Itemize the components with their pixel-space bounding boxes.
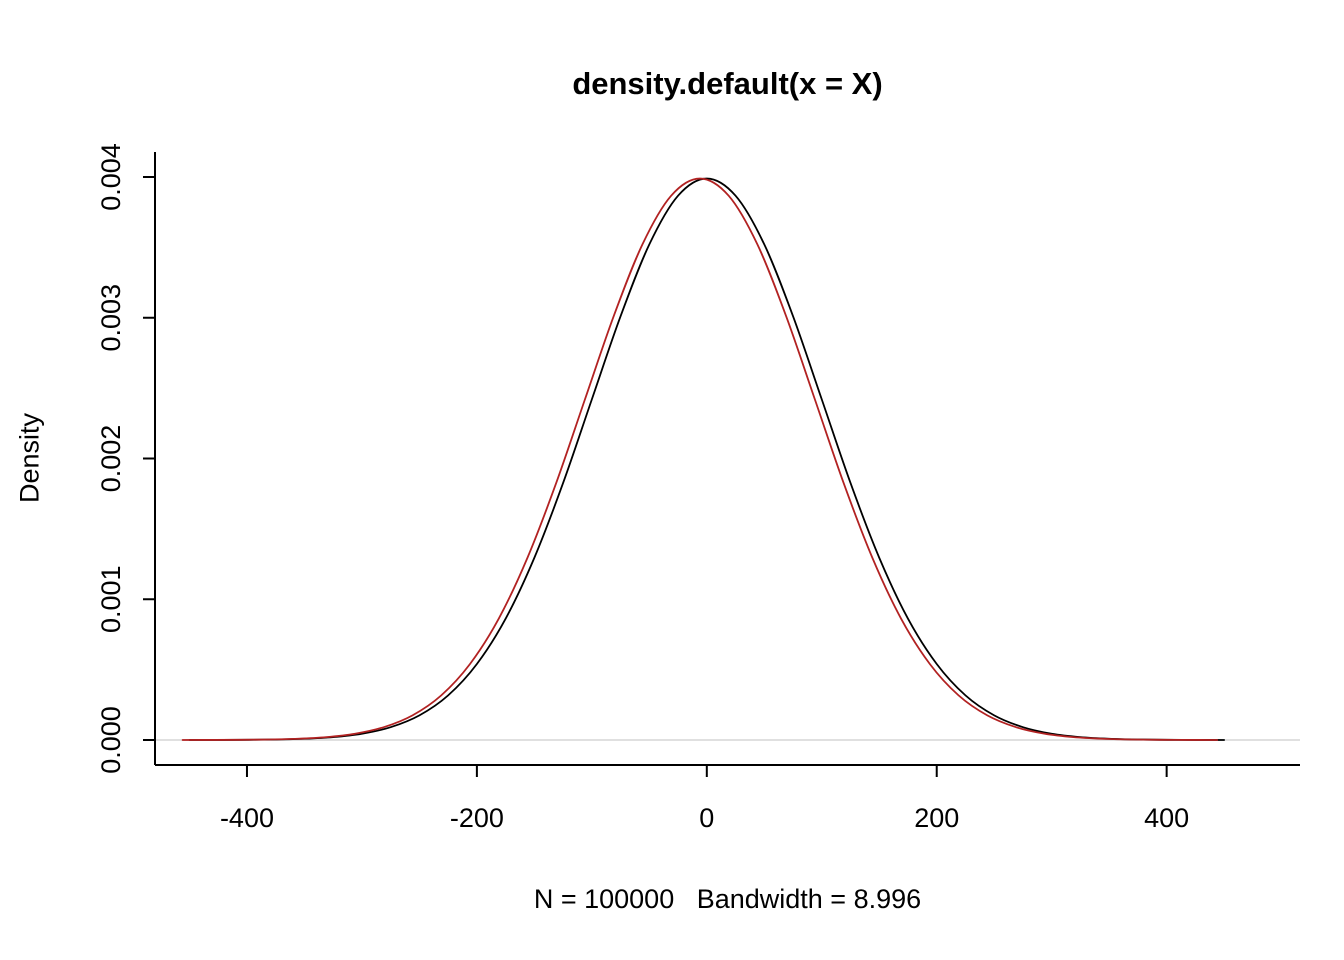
y-tick-label: 0.004 (96, 143, 126, 211)
density-red-curve (181, 177, 1219, 741)
x-tick-label: 200 (914, 803, 959, 833)
y-tick-label: 0.001 (96, 565, 126, 633)
axes (154, 152, 1300, 766)
x-axis-subtitle: N = 100000 Bandwidth = 8.996 (533, 884, 922, 914)
y-tick-label: 0.003 (96, 284, 126, 352)
x-axis-ticks: -400 -200 0 200 400 (220, 765, 1189, 833)
chart-title: density.default(x = X) (572, 66, 883, 101)
y-axis-title: Density (14, 412, 45, 504)
y-tick-label: 0.002 (96, 425, 126, 493)
x-tick-label: -200 (450, 803, 504, 833)
density-black-curve (188, 177, 1226, 741)
x-tick-label: 0 (699, 803, 714, 833)
density-curves (181, 177, 1226, 741)
x-tick-label: -400 (220, 803, 274, 833)
y-tick-label: 0.000 (96, 706, 126, 774)
y-axis-ticks: 0.000 0.001 0.002 0.003 0.004 (96, 143, 155, 774)
x-tick-label: 400 (1144, 803, 1189, 833)
